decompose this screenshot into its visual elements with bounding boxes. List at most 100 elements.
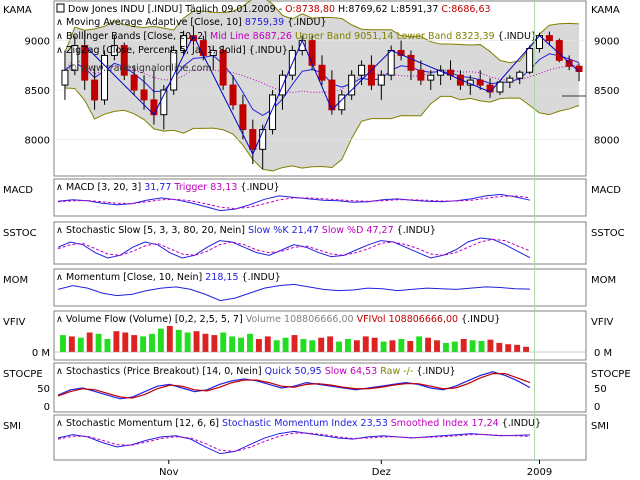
candle [545,31,553,46]
candle-body [417,69,425,81]
legend-moving-average-part: 8759,39 [245,17,284,28]
panel-label-left: MACD [3,185,33,196]
candle [239,94,247,140]
x-tick-label: 2009 [527,467,552,478]
panels-group: KAMA KAMA 9000 9000 8500 8500 8000 8000 Dow Jone… [3,0,631,461]
volume-bar [434,340,440,352]
volume-bar [362,336,369,352]
volume-bar [442,342,449,352]
volume-bar [184,332,191,352]
legend-mom-marker: ∧ [56,272,63,283]
candle [318,55,326,86]
candle-body [140,89,148,101]
candle-body [269,94,277,131]
legend-mom-part: Momentum [Close, 10, Nein] [66,272,205,283]
volume-bar [113,331,120,352]
volume-bar [496,342,503,352]
legend-title-part: H:8769,62 L:8591,37 [335,4,441,15]
legend-stocpb-part: Stochastics (Price Breakout) [14, 0, Nei… [66,366,265,377]
volume-bar [416,336,423,352]
volume-bar [514,344,521,352]
candle [100,50,108,105]
candle [140,75,148,110]
candle [120,42,128,81]
candle-body [545,35,553,42]
candle-body [427,74,435,81]
candle [249,119,257,165]
legend-title-part: C:8686,63 [441,4,490,15]
volume-bar [327,336,334,352]
volume-bar [291,335,298,352]
volume-bar [60,335,66,352]
volume-bar [95,333,102,352]
legend-sstoc: Stochastic Slow [5, 3, 3, 80, 20, Nein] … [66,225,436,236]
legend-bollinger-part: {.INDU} [495,31,537,42]
legend-macd-part: Trigger 83,13 [171,182,237,193]
candle [555,38,563,63]
legend-bollinger-part: Upper Band 9051,14 Lower Band 8323,39 [292,31,495,42]
legend-smi: Stochastic Momentum [12, 6, 6] Stochasti… [66,418,541,429]
panel-label-right: SMI [591,421,609,432]
candle [496,80,504,95]
candle-body [239,104,247,131]
candle [417,60,425,86]
legend-sstoc-part: {.INDU} [394,225,436,236]
legend-macd-part: 31,77 [144,182,171,193]
legend-vfiv-marker: ∧ [56,314,63,325]
legend-sstoc-marker: ∧ [56,225,63,236]
candle [110,35,118,61]
candle-body [555,40,563,61]
y-tick-label-right: 0 [594,402,600,413]
panel-vfiv: VFIV VFIV 0 M 0 M ∧ Volume Flow (Volume) [0,2… [3,310,614,361]
volume-bar [371,337,378,352]
volume-bar [451,341,458,352]
legend-moving-average-part: Moving Average Adaptive [Close, 10] [66,17,245,28]
volume-bar [300,339,307,352]
volume-bar [407,340,414,352]
volume-bar [380,341,387,352]
volume-bar [460,339,467,352]
legend-bollinger: Bollinger Bands [Close, 20, 2] Mid Line … [66,31,537,42]
legend-vfiv-part: {.INDU} [458,314,500,325]
volume-bar [505,344,512,352]
candle-body [219,49,227,86]
candle-body [526,47,534,73]
candle [377,70,385,100]
legend-mom: Momentum [Close, 10, Nein] 218,15 {.INDU… [66,272,281,283]
y-tick-label-left: 8500 [25,86,50,97]
candle-body [496,81,504,93]
volume-bar [487,339,494,352]
candle [61,50,69,100]
candle [506,75,514,89]
candle [180,30,188,56]
legend-kama: Dow Jones INDU [.INDU] Täglich 09.01.200… [56,3,537,74]
volume-bar [264,336,271,352]
candle-body [249,129,257,150]
candle-body [506,77,514,83]
volume-bar [469,340,476,352]
candle-body [348,74,356,96]
candle [358,60,366,86]
volume-bar [140,336,147,352]
legend-zigzag-part: ZigZag [Close, Percent, 5, Ja, 1, Solid]… [66,45,288,56]
volume-bar [255,339,262,352]
candle [516,70,524,85]
legend-sstoc-part: Stochastic Slow [5, 3, 3, 80, 20, Nein] [66,225,248,236]
legend-vfiv: Volume Flow (Volume) [0,2, 2,5, 5, 7] Vo… [66,314,500,325]
candle [229,75,237,110]
series-line-0 [57,371,531,400]
legend-candle-icon [56,3,65,13]
legend-macd-marker: ∧ [56,182,63,193]
panel-label-right: SSTOC [591,228,625,239]
panel-label-right: STOCPE [591,369,631,380]
legend-bollinger-part: Mid Line 8687,26 [210,31,292,42]
panel-label-left: STOCPE [3,369,43,380]
candle-body [575,65,583,73]
candle [476,70,484,90]
candle-body [160,89,168,116]
panel-frame [53,178,587,217]
volume-bar [389,340,396,352]
series-line-0 [57,430,531,455]
panel-label-left: VFIV [3,317,26,328]
